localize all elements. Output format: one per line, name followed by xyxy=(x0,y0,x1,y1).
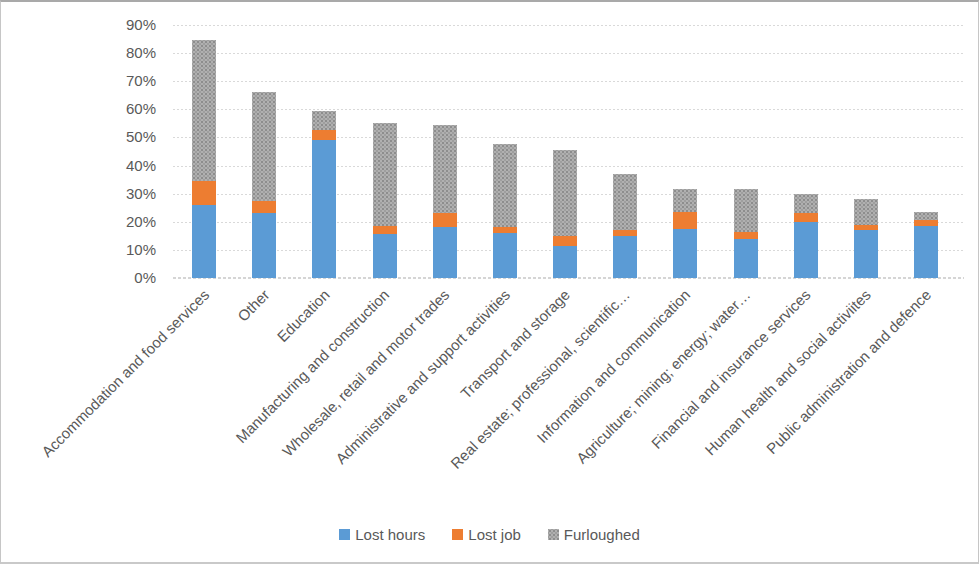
bar-segment-lost-job-education xyxy=(312,130,336,140)
legend-label: Lost hours xyxy=(355,526,425,543)
bar-segment-furloughed-education xyxy=(312,111,336,131)
bar-segment-furloughed-real-estate-professional-scientific xyxy=(613,174,637,230)
legend-item-lost-hours: Lost hours xyxy=(339,526,425,543)
legend-swatch-furloughed xyxy=(548,529,559,540)
gridline xyxy=(173,53,964,54)
bar-segment-lost-hours-real-estate-professional-scientific xyxy=(613,236,637,278)
bar-segment-furloughed-information-and-communication xyxy=(673,189,697,211)
bar-segment-lost-hours-agriculture-mining-energy-water xyxy=(734,239,758,278)
legend-label: Lost job xyxy=(468,526,521,543)
bar-segment-lost-job-information-and-communication xyxy=(673,212,697,229)
bar-segment-lost-hours-administrative-and-support-activities xyxy=(493,233,517,278)
y-axis-tick-label: 50% xyxy=(1,128,156,146)
bar-segment-lost-hours-transport-and-storage xyxy=(553,246,577,278)
bar-segment-furloughed-manufacturing-and-construction xyxy=(373,123,397,226)
y-axis-tick-label: 30% xyxy=(1,185,156,203)
bar-segment-lost-job-public-administration-and-defence xyxy=(914,220,938,226)
bar-segment-furloughed-other xyxy=(252,92,276,200)
bar-segment-lost-job-agriculture-mining-energy-water xyxy=(734,232,758,239)
y-axis-tick-label: 0% xyxy=(1,269,156,287)
legend-item-lost-job: Lost job xyxy=(452,526,521,543)
bar-segment-lost-job-other xyxy=(252,201,276,214)
y-axis-tick-label: 90% xyxy=(1,16,156,34)
bar-segment-furloughed-wholesale-retail-and-motor-trades xyxy=(433,125,457,214)
bar-segment-lost-hours-public-administration-and-defence xyxy=(914,226,938,278)
y-axis-tick-label: 40% xyxy=(1,157,156,175)
gridline xyxy=(173,109,964,110)
bar-segment-lost-hours-accommodation-and-food-services xyxy=(192,205,216,278)
legend-item-furloughed: Furloughed xyxy=(548,526,640,543)
bar-segment-furloughed-administrative-and-support-activities xyxy=(493,144,517,227)
legend: Lost hours Lost job Furloughed xyxy=(1,526,978,543)
bar-segment-lost-hours-wholesale-retail-and-motor-trades xyxy=(433,227,457,278)
bar-segment-lost-hours-other xyxy=(252,213,276,278)
legend-swatch-lost-hours xyxy=(339,529,350,540)
bar-segment-lost-job-human-health-and-social-activiites xyxy=(854,225,878,231)
y-axis-tick-label: 70% xyxy=(1,72,156,90)
y-axis-tick-label: 60% xyxy=(1,100,156,118)
bar-segment-furloughed-agriculture-mining-energy-water xyxy=(734,189,758,231)
y-axis-tick-label: 10% xyxy=(1,241,156,259)
bar-segment-lost-hours-education xyxy=(312,140,336,278)
stacked-bar-chart-figure: 0% 10% 20% 30% 40% 50% 60% 70% 80% 90% Accommodat… xyxy=(0,0,979,564)
bar-segment-lost-hours-manufacturing-and-construction xyxy=(373,234,397,278)
bar-segment-furloughed-accommodation-and-food-services xyxy=(192,40,216,181)
x-axis-category-label-accommodation-and-food-services: Accommodation and food services xyxy=(38,286,212,460)
bar-segment-furloughed-transport-and-storage xyxy=(553,150,577,236)
x-axis-category-label-transport-and-storage: Transport and storage xyxy=(457,286,573,402)
gridline xyxy=(173,81,964,82)
y-axis-tick-label: 80% xyxy=(1,44,156,62)
bar-segment-furloughed-financial-and-insurance-services xyxy=(794,194,818,214)
legend-label: Furloughed xyxy=(564,526,640,543)
bar-segment-lost-job-accommodation-and-food-services xyxy=(192,181,216,205)
bar-segment-lost-job-financial-and-insurance-services xyxy=(794,213,818,221)
x-axis-category-label-other: Other xyxy=(234,286,273,325)
x-axis-category-label-education: Education xyxy=(273,286,332,345)
bar-segment-lost-job-wholesale-retail-and-motor-trades xyxy=(433,213,457,227)
bar-segment-furloughed-public-administration-and-defence xyxy=(914,212,938,220)
bar-segment-lost-job-transport-and-storage xyxy=(553,236,577,246)
y-axis-tick-label: 20% xyxy=(1,213,156,231)
bar-segment-lost-job-administrative-and-support-activities xyxy=(493,227,517,233)
bar-segment-lost-hours-information-and-communication xyxy=(673,229,697,278)
gridline xyxy=(173,137,964,138)
legend-swatch-lost-job xyxy=(452,529,463,540)
bar-segment-lost-job-real-estate-professional-scientific xyxy=(613,230,637,236)
bar-segment-furloughed-human-health-and-social-activiites xyxy=(854,199,878,224)
gridline xyxy=(173,25,964,26)
bar-segment-lost-hours-human-health-and-social-activiites xyxy=(854,230,878,278)
bar-segment-lost-hours-financial-and-insurance-services xyxy=(794,222,818,278)
bar-segment-lost-job-manufacturing-and-construction xyxy=(373,226,397,234)
